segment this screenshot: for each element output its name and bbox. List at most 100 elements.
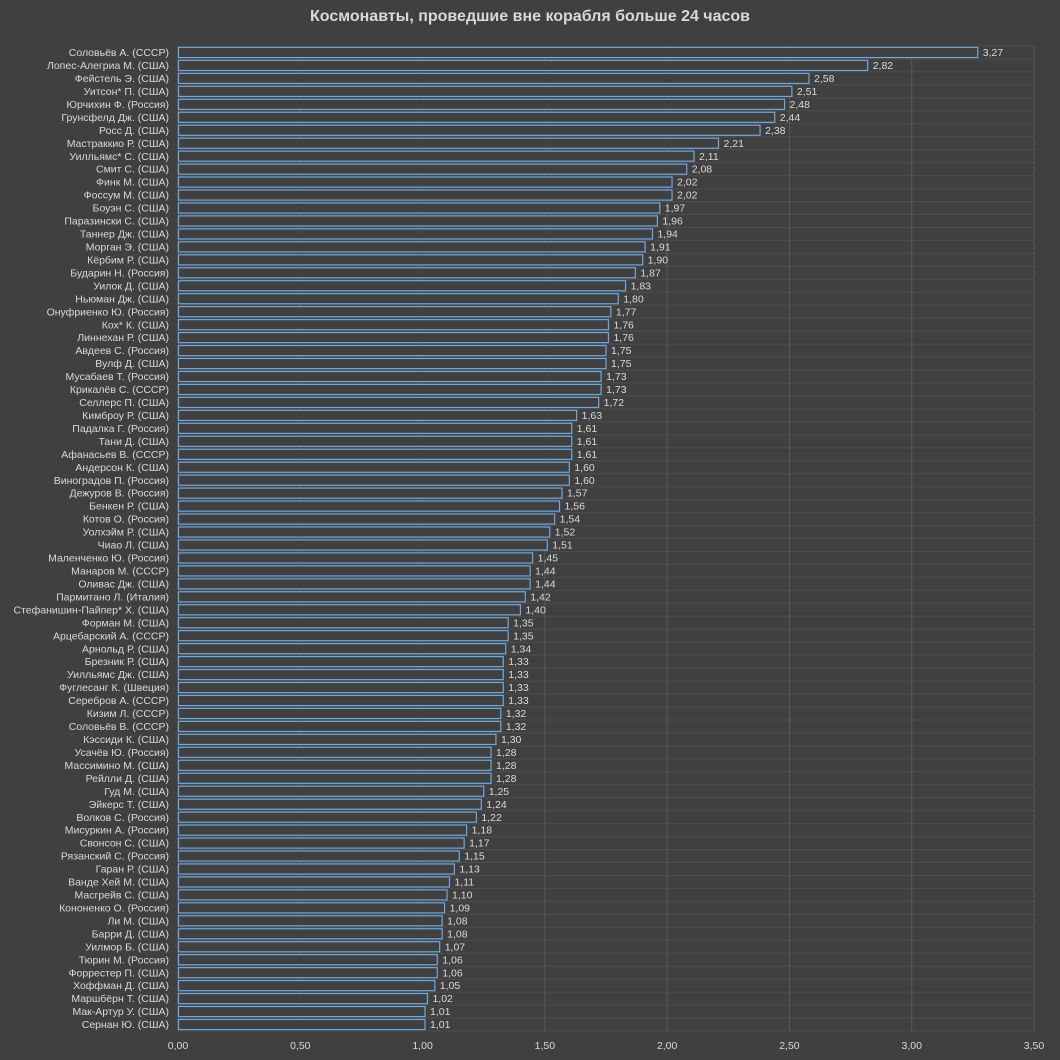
value-label: 1,30 xyxy=(501,734,522,746)
category-label: Боуэн С. (США) xyxy=(93,203,169,215)
category-label: Барри Д. (США) xyxy=(92,928,169,940)
category-label: Фейстель Э. (США) xyxy=(75,73,169,85)
value-label: 1,28 xyxy=(496,747,517,759)
bar xyxy=(177,928,443,940)
value-label: 1,24 xyxy=(486,799,507,811)
bar xyxy=(177,370,602,383)
bar xyxy=(177,202,661,214)
bar xyxy=(177,785,485,797)
value-label: 2,51 xyxy=(797,86,818,98)
value-label: 1,54 xyxy=(560,514,581,526)
bar xyxy=(177,837,465,849)
bar xyxy=(177,746,492,759)
category-label: Линнехан Р. (США) xyxy=(77,332,169,344)
value-label: 1,32 xyxy=(506,721,527,733)
category-label: Росс Д. (США) xyxy=(99,125,169,137)
category-label: Ньюман Дж. (США) xyxy=(75,293,169,305)
category-label: Гуд М. (США) xyxy=(104,786,169,798)
value-label: 1,61 xyxy=(577,436,598,448)
category-label: Фоссум М. (США) xyxy=(84,190,169,202)
x-tick-label: 2,50 xyxy=(779,1040,800,1052)
x-tick-label: 2,00 xyxy=(657,1040,678,1052)
value-label: 2,21 xyxy=(724,138,745,150)
grid-layer xyxy=(177,45,1035,1032)
value-label: 1,25 xyxy=(489,786,510,798)
value-label: 2,82 xyxy=(873,60,894,72)
value-label: 2,58 xyxy=(814,73,835,85)
category-label: Котов О. (Россия) xyxy=(83,514,169,526)
bar xyxy=(177,824,468,836)
category-label: Форрестер П. (США) xyxy=(69,967,169,979)
value-label: 1,44 xyxy=(535,578,556,590)
value-label: 1,52 xyxy=(555,527,576,539)
category-label: Соловьёв В. (СССР) xyxy=(69,721,169,733)
category-label: Свонсон С. (США) xyxy=(80,838,169,850)
category-label: Маленченко Ю. (Россия) xyxy=(48,553,169,565)
value-label: 1,42 xyxy=(530,591,551,603)
category-label: Тани Д. (США) xyxy=(98,436,169,448)
bar xyxy=(177,293,619,305)
bar xyxy=(177,759,492,771)
category-label: Уитсон* П. (США) xyxy=(84,86,169,98)
value-label: 3,27 xyxy=(983,47,1004,59)
value-label: 1,63 xyxy=(582,410,603,422)
category-label: Падалка Г. (Россия) xyxy=(72,423,169,435)
bar xyxy=(177,643,507,655)
value-label: 1,73 xyxy=(606,371,627,383)
value-label: 1,08 xyxy=(447,915,468,927)
category-label: Смит С. (США) xyxy=(96,164,169,176)
value-label: 1,22 xyxy=(481,812,502,824)
value-label: 1,02 xyxy=(432,993,453,1005)
category-label: Ванде Хей М. (США) xyxy=(68,877,169,889)
bar xyxy=(177,500,561,512)
category-label: Паразински С. (США) xyxy=(64,216,169,228)
value-label: 1,80 xyxy=(623,293,644,305)
bar xyxy=(177,863,455,875)
category-label: Уилльямс Дж. (США) xyxy=(67,669,169,681)
value-label: 1,73 xyxy=(606,384,627,396)
category-label: Дежуров В. (Россия) xyxy=(69,488,169,500)
value-label: 1,08 xyxy=(447,928,468,940)
value-label: 1,77 xyxy=(616,306,637,318)
value-label: 1,75 xyxy=(611,358,632,370)
category-label: Сернан Ю. (США) xyxy=(82,1019,169,1031)
bar xyxy=(177,941,441,953)
bar xyxy=(177,422,573,434)
category-label: Волков С. (Россия) xyxy=(76,812,169,824)
value-label: 1,33 xyxy=(508,656,529,668)
bar xyxy=(177,811,477,823)
bar xyxy=(177,215,658,227)
bar xyxy=(177,1018,426,1031)
bar xyxy=(177,280,627,292)
category-label: Уилльямс* С. (США) xyxy=(69,151,169,163)
value-label: 1,07 xyxy=(445,941,466,953)
category-label: Селлерс П. (США) xyxy=(79,397,169,409)
bar xyxy=(177,655,504,668)
bar xyxy=(177,228,654,240)
category-label: Таннер Дж. (США) xyxy=(80,229,169,241)
value-label: 1,60 xyxy=(574,462,595,474)
bar xyxy=(177,150,695,162)
category-label: Вулф Д. (США) xyxy=(95,358,169,370)
value-label: 1,60 xyxy=(574,475,595,487)
value-label: 1,35 xyxy=(513,630,534,642)
value-label: 1,09 xyxy=(450,902,471,914)
value-label: 1,33 xyxy=(508,695,529,707)
category-label: Кёрбим Р. (США) xyxy=(87,254,169,266)
bar xyxy=(177,552,534,564)
bar xyxy=(177,578,531,590)
category-label: Эйкерс Т. (США) xyxy=(89,799,169,811)
category-label: Уилмор Б. (США) xyxy=(85,941,169,953)
value-label: 1,51 xyxy=(552,540,573,552)
bar xyxy=(177,526,551,538)
value-label: 1,83 xyxy=(631,280,652,292)
value-label: 1,28 xyxy=(496,773,517,785)
category-label: Мусабаев Т. (Россия) xyxy=(65,371,169,383)
bar xyxy=(177,513,556,525)
bar xyxy=(177,137,720,149)
value-label: 2,11 xyxy=(699,151,719,163)
bar xyxy=(177,189,673,201)
category-label: Крикалёв С. (СССР) xyxy=(70,384,169,396)
value-label: 1,17 xyxy=(469,838,490,850)
category-label: Финк М. (США) xyxy=(96,177,169,189)
